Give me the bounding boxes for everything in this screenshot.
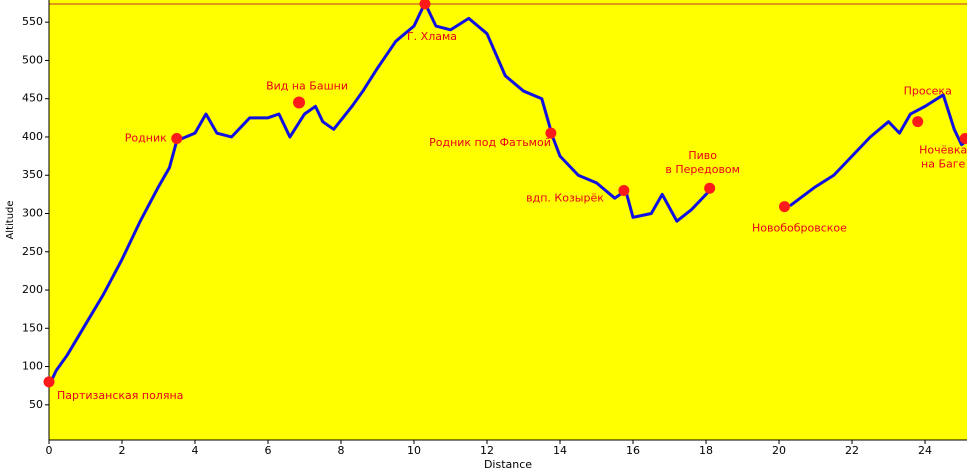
- waypoint: [545, 127, 557, 139]
- x-tick-label: 14: [553, 444, 567, 457]
- y-tick-label: 550: [22, 15, 43, 28]
- y-tick-label: 500: [22, 53, 43, 66]
- waypoint: [778, 201, 790, 213]
- waypoint: [43, 376, 55, 388]
- waypoint-label: Родник: [125, 132, 167, 145]
- waypoint-label: Ночёвка: [919, 144, 967, 157]
- y-tick-label: 350: [22, 168, 43, 181]
- waypoint-label: вдп. Козырёк: [526, 192, 604, 205]
- waypoint: [618, 185, 630, 197]
- waypoint-label: в Передовом: [665, 163, 740, 176]
- x-tick-label: 20: [772, 444, 786, 457]
- x-tick-label: 4: [192, 444, 199, 457]
- waypoint: [171, 133, 183, 145]
- x-tick-label: 18: [699, 444, 713, 457]
- x-tick-label: 16: [626, 444, 640, 457]
- x-tick-label: 2: [119, 444, 126, 457]
- x-tick-label: 8: [338, 444, 345, 457]
- x-tick-label: 12: [480, 444, 494, 457]
- x-axis-label: Distance: [484, 458, 532, 471]
- y-tick-label: 300: [22, 206, 43, 219]
- y-tick-label: 250: [22, 245, 43, 258]
- x-tick-label: 10: [407, 444, 421, 457]
- profile-line: [47, 1, 967, 387]
- waypoint-label: на Баге: [921, 158, 965, 171]
- waypoint: [419, 0, 431, 10]
- waypoint: [912, 116, 924, 128]
- waypoint: [293, 96, 306, 109]
- y-tick-label: 150: [22, 321, 43, 334]
- waypoint-label: Родник под Фатьмой: [429, 136, 551, 149]
- waypoint-label: Вид на Башни: [266, 80, 348, 93]
- y-tick-label: 400: [22, 130, 43, 143]
- waypoint-label: Г. Хлама: [407, 30, 457, 43]
- y-tick-label: 50: [29, 398, 43, 411]
- x-tick-label: 24: [918, 444, 932, 457]
- plot-area: [49, 0, 967, 440]
- waypoint-label: Пиво: [688, 149, 717, 162]
- waypoint: [704, 182, 716, 194]
- waypoint: [959, 133, 967, 145]
- waypoint-label: Новобобровское: [752, 222, 847, 235]
- x-tick-label: 22: [845, 444, 859, 457]
- y-tick-label: 450: [22, 92, 43, 105]
- waypoint-label: Партизанская поляна: [57, 389, 183, 402]
- y-axis-label: Altitude: [5, 200, 16, 239]
- waypoint-label: Просека: [904, 85, 952, 98]
- y-tick-label: 200: [22, 283, 43, 296]
- x-tick-label: 6: [265, 444, 272, 457]
- x-tick-label: 0: [46, 444, 53, 457]
- y-tick-label: 100: [22, 360, 43, 373]
